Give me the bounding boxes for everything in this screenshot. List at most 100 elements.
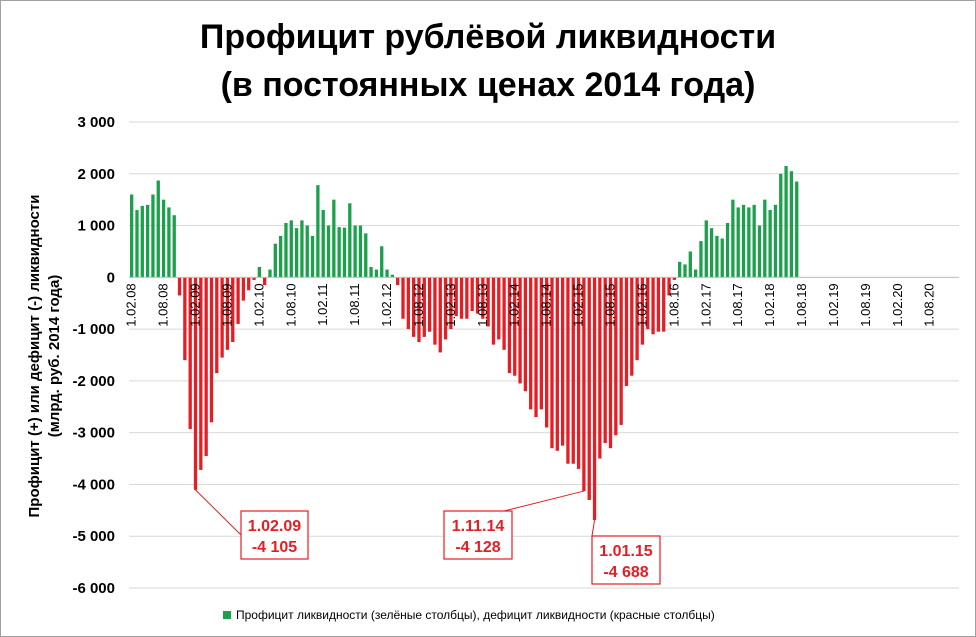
y-axis-title: Профицит (+) или дефицит (-) ликвидности… [26,195,63,518]
deficit-bar [220,277,224,358]
deficit-bar [481,277,485,319]
surplus-bar [709,228,714,278]
x-tick-label: 1.02.17 [698,283,713,326]
x-tick-label: 1.02.11 [315,283,330,325]
x-tick-label: 1.08.19 [858,283,873,326]
surplus-bar [348,203,352,278]
deficit-bar [550,277,554,449]
deficit-bar [491,277,496,345]
surplus-bar [757,225,762,278]
chart-title-line-2: (в постоянных ценах 2014 года) [221,66,756,104]
deficit-bar [502,277,506,350]
deficit-bar [614,277,618,436]
annotation-date: 1.01.15 [599,543,652,560]
surplus-bar [358,225,363,278]
surplus-bar [773,204,778,278]
annotation-value: -4 688 [603,564,648,581]
deficit-bar [667,277,671,296]
annotation-value: -4 105 [252,539,297,556]
deficit-bar [470,277,474,311]
surplus-bar [321,210,325,278]
legend: Профицит ликвидности (зелёные столбцы), … [223,608,715,622]
x-tick-label: 1.02.13 [443,283,458,326]
x-tick-label: 1.08.18 [794,283,809,326]
deficit-bar [183,277,187,361]
deficit-bar [209,277,214,423]
deficit-bar [188,277,192,430]
surplus-bar [688,251,692,278]
deficit-bar [459,277,464,319]
surplus-bar [715,235,719,278]
deficit-bar [662,277,666,332]
deficit-bar [401,277,405,319]
y-tick-label: 1 000 [77,218,115,235]
surplus-bar [789,171,794,278]
x-tick-label: 1.02.14 [507,283,522,326]
x-tick-label: 1.02.08 [124,283,139,326]
deficit-bar [624,277,629,387]
deficit-bar [411,277,416,337]
surplus-bar [310,235,315,278]
deficit-bar [422,277,426,337]
surplus-bar [337,227,341,278]
surplus-bar [390,274,395,278]
deficit-bar [465,277,469,319]
surplus-bar [289,220,293,278]
deficit-bar [475,277,480,314]
surplus-bar [257,266,262,278]
x-tick-label: 1.08.10 [283,283,298,326]
deficit-bar [608,277,613,449]
surplus-bar [380,246,384,278]
surplus-bar [747,207,751,278]
surplus-bar [768,210,772,278]
y-axis-title-line-2: (млрд. руб. 2014 года) [46,275,63,438]
deficit-bar [204,277,208,456]
surplus-bar [699,241,703,278]
surplus-bar [779,173,783,278]
deficit-bar [486,277,490,327]
y-tick-label: 2 000 [77,166,115,183]
deficit-bar [640,277,645,345]
deficit-bar [396,277,400,286]
y-tick-label: -6 000 [72,580,115,597]
y-tick-label: 3 000 [77,114,115,131]
deficit-bar [236,277,240,324]
surplus-bar [736,207,740,278]
deficit-bar [582,277,586,492]
y-axis-ticks: 3 000 2 000 1 000 0 -1 000 -2 000 -3 000 -4 000… [72,114,115,597]
deficit-bar [241,277,246,301]
y-tick-label: -5 000 [72,528,115,545]
surplus-bar [342,227,347,278]
surplus-bar [720,238,724,278]
deficit-bar [454,277,458,317]
surplus-bar [130,194,134,278]
legend-swatch [223,611,231,619]
annotation-date: 1.02.09 [248,518,301,535]
x-tick-label: 1.08.20 [922,283,937,326]
annotations: 1.02.09 -4 105 1.11.14 -4 128 1.01.15 -4 688 [195,489,661,585]
x-tick-label: 1.08.13 [475,283,490,326]
x-tick-label: 1.02.16 [634,283,649,326]
deficit-bar [592,277,597,521]
y-tick-label: -2 000 [72,373,115,390]
annotation-value: -4 128 [455,539,500,556]
deficit-bar [656,277,661,332]
deficit-bar [545,277,549,428]
annotation-box [443,510,513,560]
surplus-bar [268,269,272,278]
x-tick-label: 1.02.20 [890,283,905,326]
surplus-bar [151,194,155,278]
deficit-bar [507,277,512,374]
x-tick-label: 1.08.14 [539,283,554,326]
chart-title-line-1: Профицит рублёвой ликвидности [200,18,776,56]
x-tick-label: 1.08.08 [156,283,171,326]
deficit-bar [427,277,432,332]
surplus-bar [763,199,767,278]
x-tick-label: 1.02.12 [379,283,394,326]
surplus-bar [683,264,687,278]
deficit-bar [252,277,256,280]
surplus-bar [316,185,320,278]
y-tick-label: -1 000 [72,321,115,338]
surplus-bar [145,204,150,278]
